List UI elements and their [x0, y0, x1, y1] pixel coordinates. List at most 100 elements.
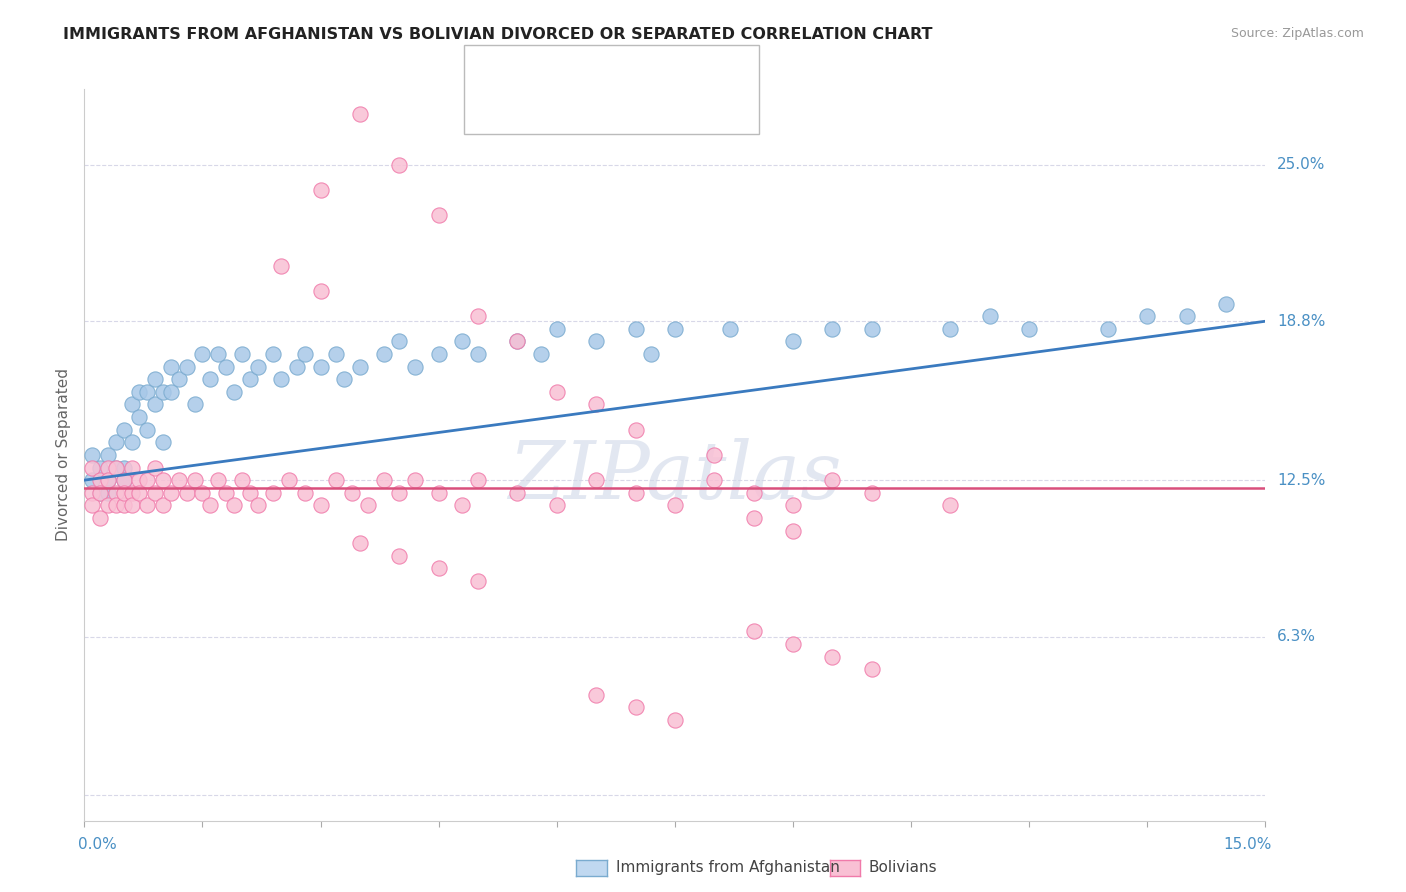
Point — [821, 649, 844, 664]
Text: 18.8%: 18.8% — [1277, 314, 1326, 329]
Point — [176, 485, 198, 500]
Point — [143, 485, 166, 500]
Point — [325, 347, 347, 361]
Point — [136, 384, 159, 399]
Point — [427, 208, 450, 222]
Text: Bolivians: Bolivians — [869, 860, 938, 874]
Point — [742, 511, 765, 525]
Point — [191, 347, 214, 361]
Point — [191, 485, 214, 500]
Point — [89, 485, 111, 500]
Point — [89, 460, 111, 475]
Point — [82, 473, 104, 487]
Point — [451, 334, 474, 349]
Point — [97, 499, 120, 513]
Point — [742, 485, 765, 500]
Y-axis label: Divorced or Separated: Divorced or Separated — [56, 368, 72, 541]
Point — [112, 499, 135, 513]
Point — [309, 183, 332, 197]
Text: IMMIGRANTS FROM AFGHANISTAN VS BOLIVIAN DIVORCED OR SEPARATED CORRELATION CHART: IMMIGRANTS FROM AFGHANISTAN VS BOLIVIAN … — [63, 27, 932, 42]
Point — [160, 384, 183, 399]
Point — [388, 549, 411, 563]
Point — [231, 473, 253, 487]
Point — [427, 485, 450, 500]
Point — [215, 359, 238, 374]
Point — [349, 107, 371, 121]
Point — [270, 259, 292, 273]
Point — [427, 347, 450, 361]
Point — [128, 410, 150, 425]
Point — [112, 473, 135, 487]
Point — [624, 322, 647, 336]
Point — [97, 485, 120, 500]
Point — [585, 334, 607, 349]
Point — [340, 485, 363, 500]
Point — [703, 473, 725, 487]
Point — [262, 347, 284, 361]
Point — [121, 460, 143, 475]
Point — [388, 158, 411, 172]
Point — [82, 485, 104, 500]
Point — [262, 485, 284, 500]
Point — [152, 473, 174, 487]
Point — [143, 460, 166, 475]
Point — [427, 561, 450, 575]
Point — [222, 384, 245, 399]
Point — [82, 460, 104, 475]
Text: Immigrants from Afghanistan: Immigrants from Afghanistan — [616, 860, 839, 874]
Point — [97, 460, 120, 475]
Point — [112, 485, 135, 500]
Point — [718, 322, 741, 336]
Point — [373, 347, 395, 361]
Point — [506, 334, 529, 349]
Point — [215, 485, 238, 500]
Point — [333, 372, 356, 386]
Point — [467, 309, 489, 323]
Point — [1018, 322, 1040, 336]
Text: N =: N = — [602, 98, 636, 112]
Point — [373, 473, 395, 487]
Point — [143, 372, 166, 386]
Point — [152, 384, 174, 399]
Point — [222, 499, 245, 513]
Point — [1175, 309, 1198, 323]
Point — [506, 485, 529, 500]
Point — [121, 485, 143, 500]
Point — [349, 359, 371, 374]
Point — [546, 499, 568, 513]
Point — [860, 662, 883, 676]
Text: ZIPatlas: ZIPatlas — [508, 438, 842, 516]
Point — [585, 397, 607, 411]
Point — [349, 536, 371, 550]
Point — [112, 423, 135, 437]
Point — [821, 473, 844, 487]
Point — [246, 499, 269, 513]
Point — [104, 485, 127, 500]
Point — [231, 347, 253, 361]
Point — [624, 485, 647, 500]
Point — [82, 499, 104, 513]
Point — [530, 347, 553, 361]
Point — [309, 359, 332, 374]
Point — [152, 435, 174, 450]
Point — [664, 713, 686, 727]
Point — [128, 485, 150, 500]
Point — [703, 448, 725, 462]
Point — [388, 485, 411, 500]
Point — [1215, 296, 1237, 310]
Point — [939, 322, 962, 336]
Point — [546, 384, 568, 399]
Point — [97, 473, 120, 487]
Point — [404, 359, 426, 374]
Point — [200, 499, 222, 513]
Point — [285, 359, 308, 374]
Point — [585, 473, 607, 487]
Text: 87: 87 — [630, 98, 651, 112]
Point — [664, 322, 686, 336]
Text: 0.002: 0.002 — [548, 98, 596, 112]
Text: 15.0%: 15.0% — [1223, 837, 1271, 852]
Point — [624, 700, 647, 714]
Point — [89, 473, 111, 487]
Point — [467, 347, 489, 361]
Point — [939, 499, 962, 513]
